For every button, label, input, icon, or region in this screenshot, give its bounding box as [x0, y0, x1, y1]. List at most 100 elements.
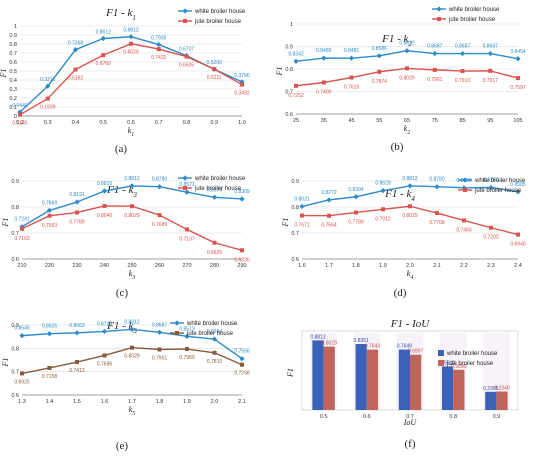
data-point: [130, 345, 134, 350]
y-tick-label: 0.8: [11, 346, 19, 352]
data-label: 0.6925: [14, 379, 30, 385]
data-label: 0.3796: [234, 73, 250, 79]
data-point: [459, 50, 466, 57]
y-tick-label: 0.9: [285, 45, 293, 51]
data-point: [321, 55, 327, 61]
data-label: 0.7689: [152, 222, 168, 228]
data-label: 0.0145: [12, 121, 28, 127]
legend-label: white broiler house: [194, 9, 246, 15]
x-axis-label: k3: [129, 269, 136, 281]
data-label: 0.8687: [483, 44, 499, 50]
x-tick-label: 0.3: [44, 120, 52, 126]
data-label: 0.7597: [510, 85, 526, 91]
y-tick-label: 0.8: [291, 205, 299, 211]
data-point: [348, 55, 355, 61]
data-point: [45, 96, 50, 101]
data-label: 0.2340: [494, 386, 510, 392]
series-white-broiler-house: 0.8812 0.8351 0.7649 0.5513 0.2305: [310, 334, 499, 410]
data-label: 0.7671: [294, 223, 310, 229]
y-tick-label: 0.7: [11, 370, 19, 376]
legend-marker: [463, 188, 467, 192]
data-label: 0.7649: [397, 344, 413, 350]
data-point: [435, 211, 439, 216]
data-label: 0.8780: [429, 177, 445, 183]
data-point: [326, 197, 332, 203]
data-label: 0.8629: [375, 181, 391, 187]
data-point: [156, 47, 161, 52]
data-label: 0.8351: [354, 338, 370, 344]
data-label: 0.7643: [365, 344, 381, 350]
x-tick-label: 35: [321, 118, 327, 124]
y-tick-label: 0.8: [11, 205, 19, 211]
data-label: 0.8780: [152, 177, 168, 183]
data-point: [408, 204, 412, 209]
data-point: [434, 184, 440, 190]
bar: [453, 369, 465, 410]
data-label: 0.7874: [372, 79, 388, 85]
series-jute-broiler-house: 0.8029 0.7643 0.6997 0.5090 0.2340: [322, 341, 510, 410]
data-label: 0.8029: [123, 50, 139, 56]
data-label: 0.7768: [429, 220, 445, 226]
data-point: [487, 50, 493, 57]
legend-label: jute broiler house: [186, 331, 234, 337]
data-label: 0.8663: [69, 323, 85, 329]
series-jute-broiler-house: 0.7252 0.7400 0.7619 0.7874 0.8029 0.7961 0.79…: [288, 66, 526, 99]
x-tick-label: 260: [155, 263, 164, 269]
x-tick-label: 1.9: [183, 399, 191, 405]
data-point: [46, 207, 53, 214]
data-label: 0.8394: [207, 329, 223, 335]
panel-label: (a): [115, 143, 128, 155]
data-point: [19, 333, 25, 339]
y-tick-label: 0.7: [285, 90, 293, 96]
data-label: 0.7789: [348, 219, 364, 225]
x-tick-label: 240: [100, 263, 109, 269]
data-label: 0.8029: [124, 213, 140, 219]
x-tick-label: 2.2: [460, 263, 468, 269]
data-label: 0.8029: [124, 354, 140, 360]
panel-label: (e): [116, 440, 129, 452]
x-tick-label: 220: [45, 263, 54, 269]
legend-item: white broiler house: [432, 6, 500, 13]
data-label: 0.5090: [451, 364, 467, 370]
y-tick-label: 0.9: [291, 179, 299, 185]
data-point: [407, 183, 413, 189]
x-axis-label: k5: [129, 405, 136, 417]
legend-label: jute broiler house: [194, 19, 242, 25]
data-point: [353, 194, 359, 200]
data-label: 0.8342: [288, 51, 304, 57]
data-label: 0.8812: [310, 334, 326, 340]
data-point: [293, 58, 299, 64]
data-label: 0.7163: [14, 236, 30, 242]
chart-title: F1 - IoU: [390, 318, 431, 330]
y-axis-label: F1: [1, 358, 10, 368]
legend: white broiler house jute broiler house: [458, 177, 526, 194]
legend-item: jute broiler house: [458, 188, 522, 194]
x-tick-label: 65: [404, 118, 410, 124]
legend-marker: [175, 331, 179, 335]
x-tick-label: 2.1: [433, 263, 441, 269]
data-label: 0.7810: [207, 359, 223, 365]
chart-title: F1 - k4: [384, 188, 415, 203]
x-tick-label: 85: [459, 118, 465, 124]
legend-item: white broiler house: [458, 177, 526, 184]
data-label: 0.7961: [427, 77, 443, 83]
data-label: 0.8029: [399, 75, 415, 81]
data-label: 0.7696: [97, 361, 113, 367]
data-point: [376, 53, 382, 59]
legend-item: white broiler house: [170, 320, 238, 327]
bar: [496, 391, 508, 410]
data-label: 0.3492: [234, 91, 250, 97]
x-tick-label: 55: [376, 118, 382, 124]
data-point: [211, 194, 218, 200]
data-point: [129, 41, 133, 46]
data-point: [240, 362, 244, 367]
x-tick-label: 0.8: [449, 414, 457, 420]
x-tick-label: 280: [210, 263, 219, 269]
x-tick-label: 1.8: [352, 263, 360, 269]
data-label: 0.7137: [179, 236, 195, 242]
legend-label: jute broiler house: [474, 188, 522, 194]
data-label: 0.0440: [12, 103, 28, 109]
data-point: [462, 218, 466, 223]
x-tick-label: 0.6: [363, 414, 371, 420]
data-label: 0.7663: [42, 223, 58, 229]
